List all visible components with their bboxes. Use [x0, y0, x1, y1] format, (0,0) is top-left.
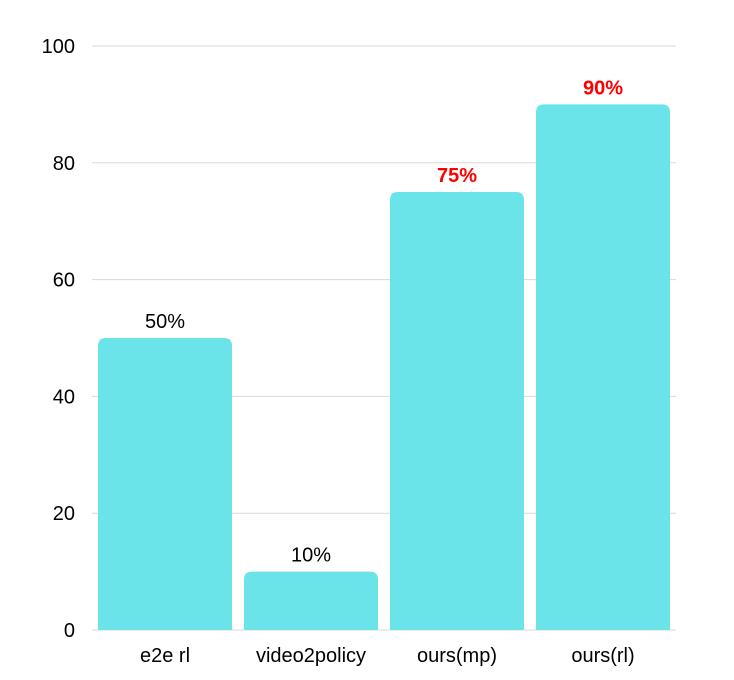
data-label: 90% — [583, 77, 623, 99]
bar-e2e-rl — [98, 338, 232, 630]
data-label: 50% — [145, 311, 185, 333]
bar-layer — [98, 104, 670, 630]
x-tick-label: ours(rl) — [571, 645, 634, 667]
x-tick-label: video2policy — [256, 645, 366, 667]
x-tick-label: ours(mp) — [417, 645, 497, 667]
bar-ours-rl- — [536, 104, 670, 630]
bar-video2policy — [244, 571, 378, 630]
y-tick-label: 20 — [53, 503, 75, 525]
data-label: 75% — [437, 165, 477, 187]
y-tick-label: 100 — [42, 36, 75, 58]
y-tick-label: 80 — [53, 153, 75, 175]
y-tick-label: 60 — [53, 270, 75, 292]
label-layer: 0 20 40 60 80 100 50% e2e rl 10% video2policy 75% o… — [42, 36, 635, 667]
x-tick-label: e2e rl — [140, 645, 190, 667]
bar-ours-mp- — [390, 192, 524, 630]
y-tick-label: 40 — [53, 386, 75, 408]
data-label: 10% — [291, 545, 331, 567]
y-tick-label: 0 — [64, 620, 75, 642]
